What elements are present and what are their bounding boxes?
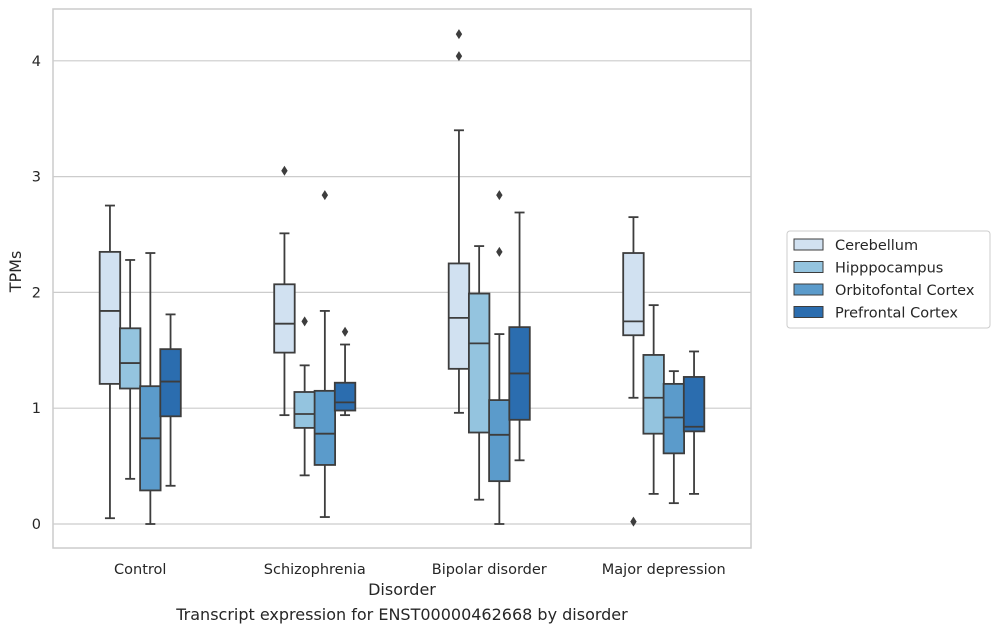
legend-label: Cerebellum	[835, 238, 918, 254]
y-tick-label: 0	[32, 517, 41, 533]
box	[119, 259, 142, 480]
box	[313, 190, 337, 518]
legend-label: Orbitofontal Cortex	[835, 283, 975, 299]
box	[333, 326, 357, 417]
box	[662, 370, 685, 505]
box	[467, 245, 491, 501]
box	[159, 313, 182, 487]
box-body	[293, 391, 316, 429]
y-tick-label: 4	[32, 54, 41, 70]
x-tick-label: Schizophrenia	[264, 562, 366, 578]
box-body	[467, 292, 491, 434]
box	[642, 304, 665, 495]
outlier-point	[301, 316, 308, 327]
x-tick-label: Bipolar disorder	[432, 562, 547, 578]
box-body	[622, 252, 645, 337]
outlier-point	[455, 51, 463, 62]
outlier-point	[341, 326, 349, 337]
box-body	[313, 389, 337, 466]
outlier-point	[630, 516, 637, 527]
outlier-point	[321, 190, 329, 201]
box-body	[642, 354, 665, 435]
box	[273, 165, 296, 417]
box	[98, 204, 122, 520]
box	[488, 190, 511, 525]
legend-swatch	[793, 238, 824, 251]
legend-swatch	[793, 283, 824, 296]
x-axis-label: Disorder	[368, 580, 436, 599]
boxes	[98, 29, 706, 527]
legend-frame	[786, 230, 991, 329]
box-body	[662, 382, 685, 455]
box	[447, 29, 471, 414]
legend-label: Prefrontal Cortex	[835, 306, 958, 322]
box	[293, 316, 316, 477]
plot-frame	[52, 8, 752, 549]
box-body	[119, 327, 142, 390]
box	[508, 211, 531, 462]
y-tick-labels: 0 1 2 3 4	[32, 54, 41, 533]
chart-caption: Transcript expression for ENST0000046266…	[176, 605, 628, 624]
outlier-point	[496, 246, 503, 257]
y-axis-label: TPMs	[6, 251, 25, 294]
box-body	[488, 399, 511, 483]
box-body	[447, 262, 471, 370]
box-body	[273, 283, 296, 354]
y-tick-label: 3	[32, 170, 41, 186]
box	[139, 252, 162, 525]
box-body	[682, 376, 706, 433]
x-tick-label: Control	[114, 562, 166, 578]
x-tick-label: Major depression	[602, 562, 726, 578]
legend: Cerebellum Hipppocampus Orbitofontal Corte…	[786, 230, 991, 329]
outlier-point	[496, 190, 503, 201]
outlier-point	[455, 29, 463, 40]
y-tick-label: 2	[32, 285, 41, 301]
box	[682, 350, 706, 495]
legend-label: Hipppocampus	[835, 261, 943, 277]
box	[622, 216, 645, 527]
box-body	[159, 348, 182, 418]
legend-swatch	[793, 261, 824, 273]
outlier-point	[281, 165, 288, 176]
x-tick-labels: Control Schizophrenia Bipolar disorder Majo…	[114, 562, 726, 578]
box-body	[333, 381, 357, 412]
y-tick-label: 1	[32, 401, 41, 417]
legend-swatch	[793, 306, 824, 318]
box-body	[98, 250, 122, 385]
